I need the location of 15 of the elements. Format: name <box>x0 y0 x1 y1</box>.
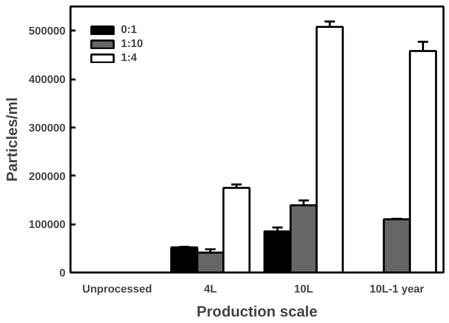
legend-label: 1:10 <box>121 38 144 50</box>
y-tick-label: 300000 <box>28 122 66 134</box>
y-tick-label: 200000 <box>28 170 66 183</box>
legend-label: 0:1 <box>121 24 138 36</box>
x-tick-label: Unprocessed <box>82 284 152 296</box>
legend-label: 1:4 <box>121 52 138 64</box>
x-axis-title: Production scale <box>196 304 318 320</box>
y-tick-label: 400000 <box>28 74 66 86</box>
x-tick-label: 10L-1 year <box>370 284 425 296</box>
y-axis-title: Particles/ml <box>4 97 21 182</box>
x-tick-label: 4L <box>204 284 218 296</box>
y-tick-label: 500000 <box>28 26 66 38</box>
y-tick-label: 100000 <box>28 219 66 232</box>
x-tick-label: 10L <box>294 284 314 296</box>
y-tick-label: 0 <box>59 268 66 280</box>
